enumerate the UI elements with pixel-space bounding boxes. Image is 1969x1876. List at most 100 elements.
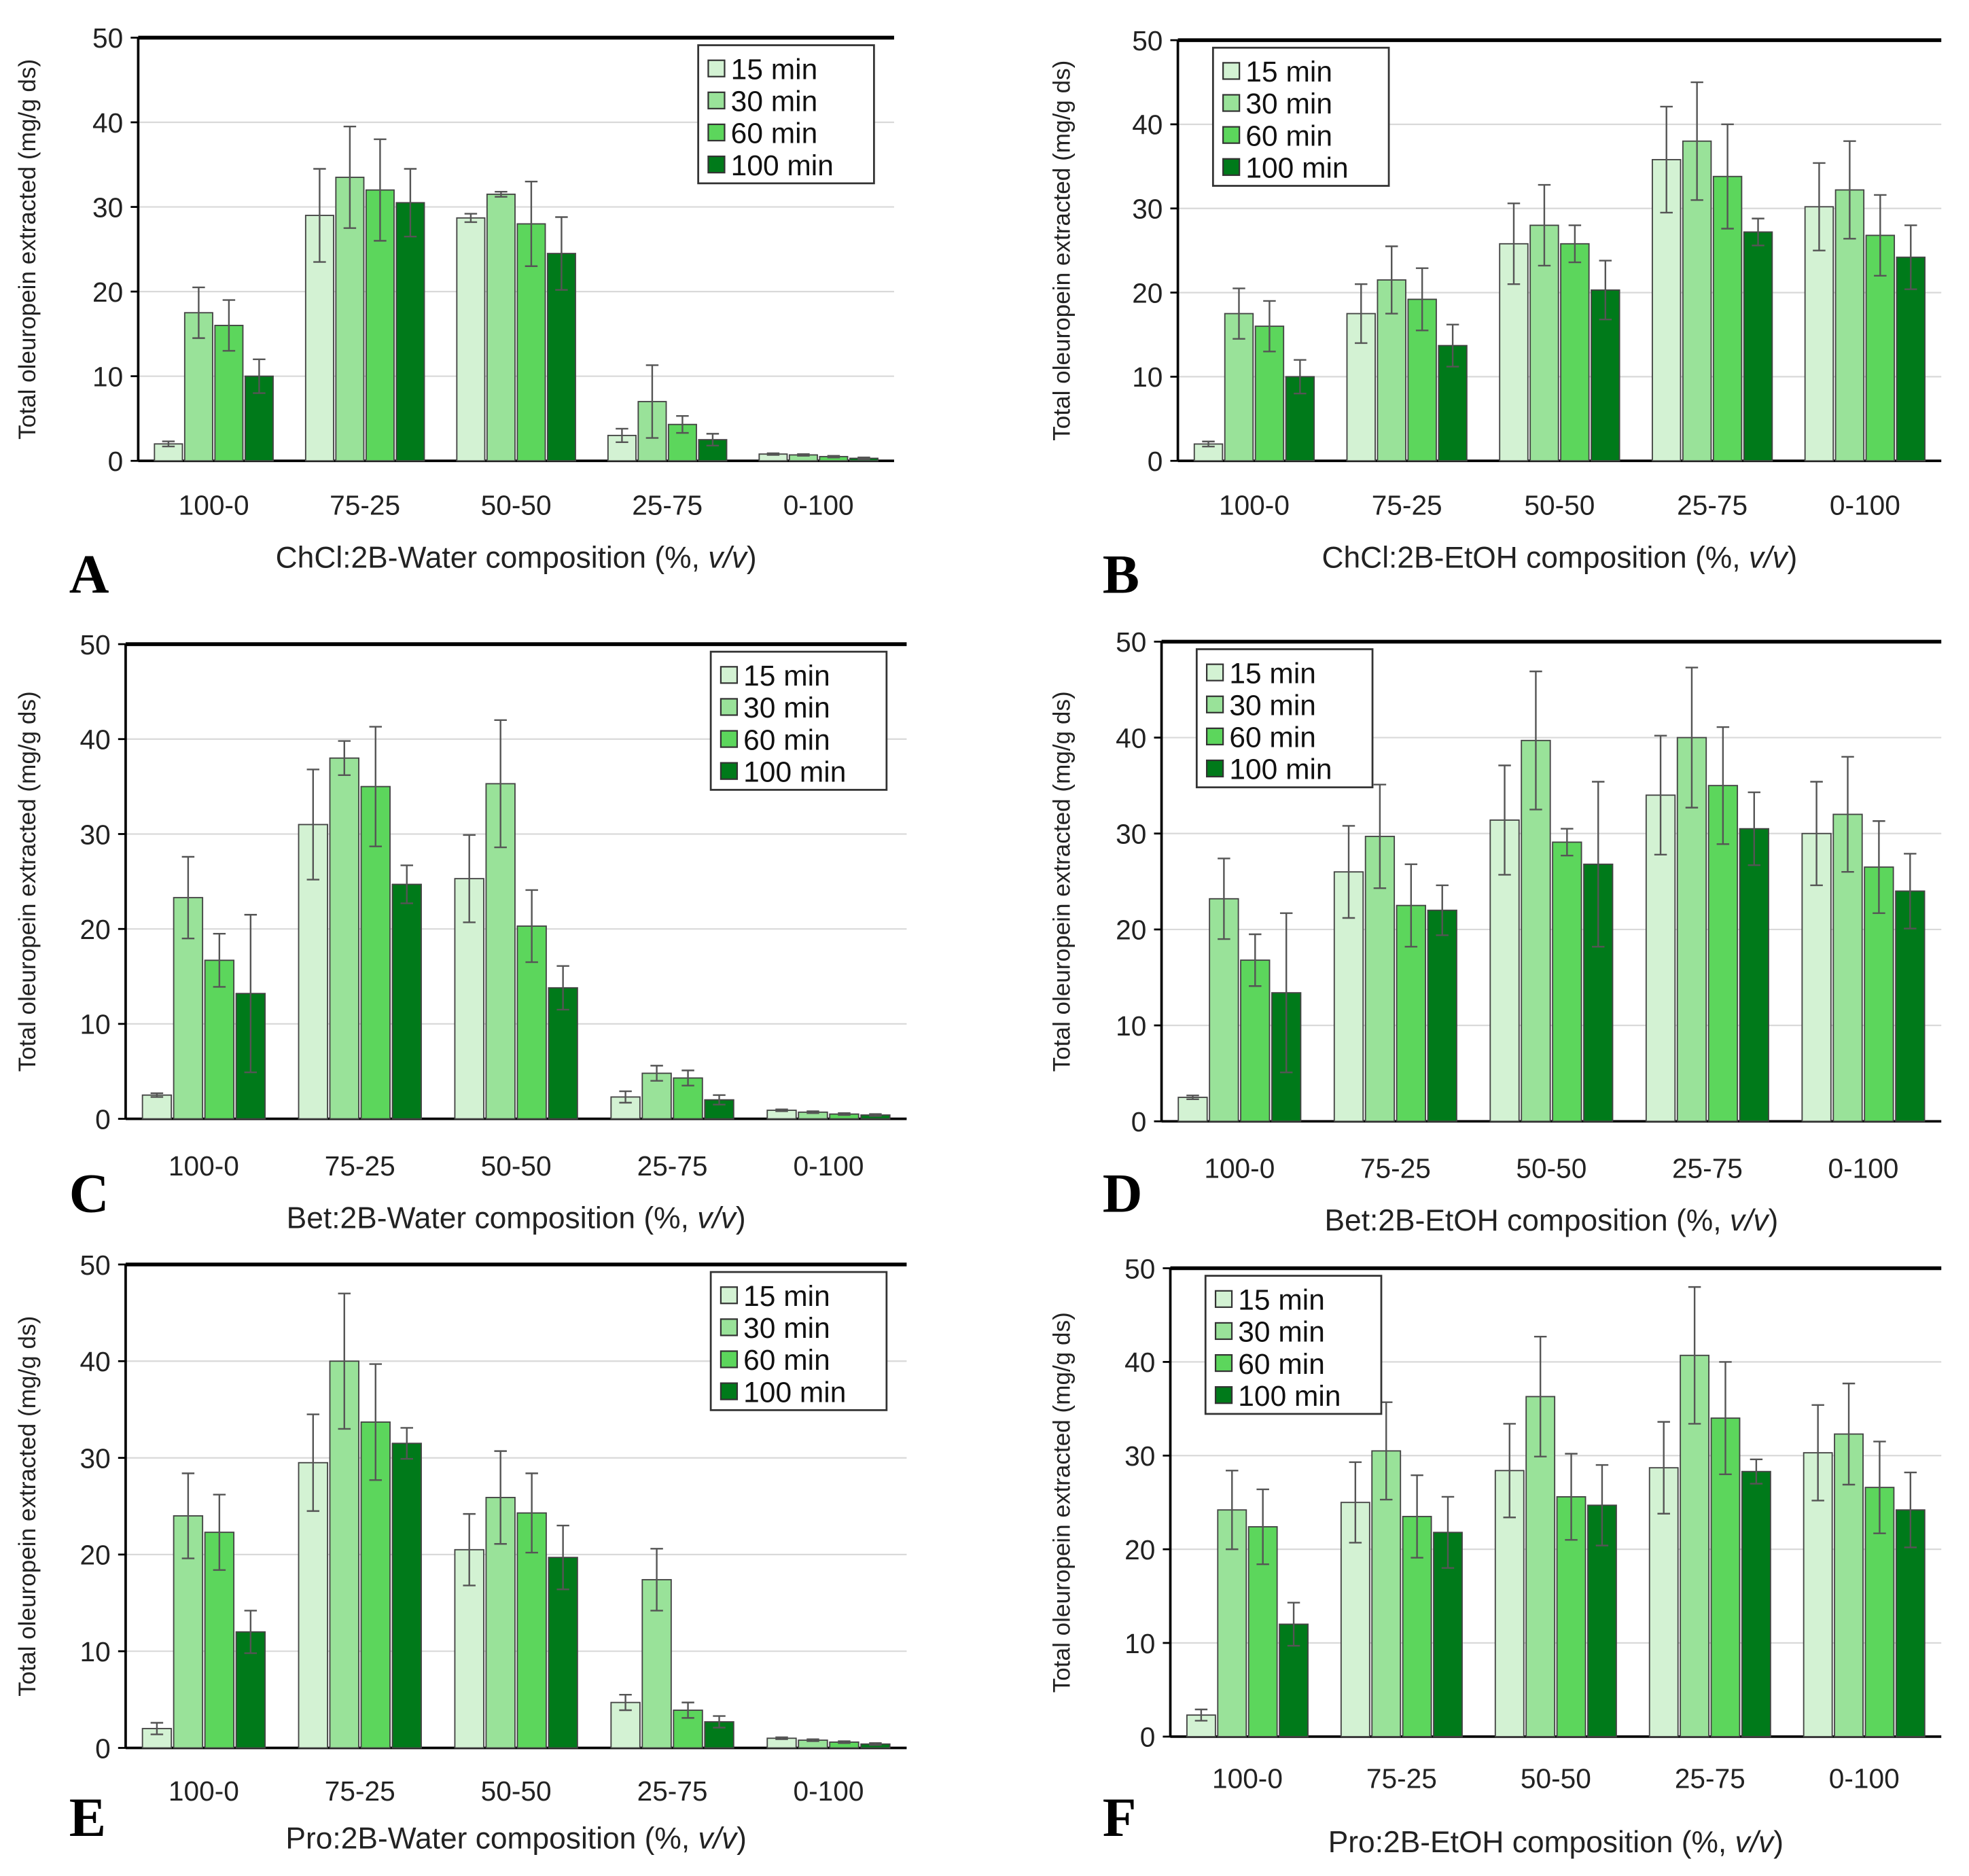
x-tick-label: 50-50	[481, 490, 552, 521]
bar-15-min-100-0	[1177, 1097, 1208, 1122]
y-tick-label: 20	[80, 914, 111, 945]
legend-label: 60 min	[743, 1345, 830, 1377]
y-tick-label: 10	[80, 1009, 111, 1040]
y-tick-label: 40	[1124, 1347, 1155, 1378]
y-tick-label: 10	[1132, 361, 1163, 393]
bar-60-min-50-50	[1560, 243, 1590, 462]
legend-box	[1204, 1275, 1383, 1415]
legend-label: 60 min	[1229, 722, 1316, 754]
x-label-end: )	[1788, 541, 1798, 574]
x-tick-label: 50-50	[481, 1775, 552, 1807]
legend-label: 60 min	[743, 724, 830, 756]
panel-letter: A	[69, 544, 109, 605]
y-tick-label: 0	[95, 1103, 111, 1135]
y-tick-label: 30	[1124, 1440, 1155, 1472]
bar-100-min-75-25	[395, 202, 425, 462]
y-tick-label: 10	[1124, 1628, 1155, 1659]
y-tick-label: 50	[1132, 25, 1163, 56]
x-tick-label: 100-0	[1212, 1763, 1283, 1794]
y-axis-label: Total oleuropein extracted (mg/g ds)	[14, 1316, 41, 1697]
panel-C: 0 10 20 30 40 50 100-0 75-25 50-50 25-75 0-100 Bet:…	[14, 629, 907, 1235]
panel-letter: E	[69, 1787, 106, 1848]
x-label-end: )	[747, 541, 757, 574]
panel-E: 0 10 20 30 40 50 100-0 75-25 50-50 25-75 0-100 Pro:…	[14, 1250, 907, 1855]
y-tick-label: 10	[92, 361, 123, 392]
x-tick-label: 0-100	[793, 1775, 864, 1807]
y-axis-label: Total oleuropein extracted (mg/g ds)	[1049, 1312, 1076, 1693]
bar-100-min-0-100	[1895, 890, 1926, 1122]
bar-100-min-25-75	[1743, 231, 1773, 462]
bar-60-min-100-0	[1240, 959, 1271, 1122]
legend-swatch	[1205, 727, 1224, 746]
x-tick-label: 75-25	[1366, 1763, 1437, 1794]
legend-label: 60 min	[1238, 1349, 1325, 1381]
bar-100-min-75-25	[1427, 909, 1457, 1122]
x-tick-label: 25-75	[1675, 1763, 1745, 1794]
x-tick-label: 100-0	[168, 1775, 239, 1807]
x-label-italic: v/v	[697, 1201, 737, 1235]
x-label-end: )	[736, 1201, 746, 1235]
y-tick-label: 50	[92, 22, 123, 54]
y-tick-label: 40	[80, 1346, 111, 1377]
y-tick-label: 20	[80, 1540, 111, 1571]
legend-label: 30 min	[1238, 1317, 1325, 1349]
x-label-italic: v/v	[698, 1822, 738, 1855]
x-tick-label: 25-75	[637, 1775, 708, 1807]
legend-label: 30 min	[1245, 88, 1332, 120]
legend-swatch	[1222, 126, 1241, 144]
y-tick-label: 10	[80, 1636, 111, 1667]
x-tick-label: 50-50	[1524, 490, 1595, 521]
x-tick-label: 0-100	[1829, 1763, 1900, 1794]
y-axis-label: Total oleuropein extracted (mg/g ds)	[14, 691, 41, 1072]
x-axis-label: Pro:2B-EtOH composition (%, v/v)	[1328, 1826, 1784, 1859]
legend-label: 15 min	[1229, 658, 1316, 690]
y-tick-label: 40	[1132, 109, 1163, 141]
y-tick-label: 10	[1116, 1010, 1146, 1042]
x-tick-label: 25-75	[1672, 1152, 1743, 1184]
y-tick-label: 20	[1116, 915, 1146, 946]
legend-swatch	[720, 666, 739, 684]
bar-100-min-75-25	[391, 883, 422, 1120]
legend-swatch	[707, 91, 726, 109]
legend-swatch	[720, 1350, 739, 1368]
x-label-end: )	[1773, 1826, 1784, 1859]
legend-swatch	[1214, 1322, 1233, 1341]
legend-label: 30 min	[1229, 690, 1316, 722]
x-label-main: Pro:2B-Water composition (%,	[285, 1822, 698, 1855]
legend-swatch	[707, 59, 726, 77]
bar-30-min-50-50	[486, 193, 516, 462]
legend-label: 100 min	[1229, 754, 1332, 786]
x-tick-label: 100-0	[179, 490, 249, 521]
x-tick-label: 100-0	[168, 1150, 239, 1182]
y-tick-label: 30	[1132, 194, 1163, 225]
legend-label: 100 min	[1238, 1381, 1341, 1413]
legend-label: 100 min	[743, 1377, 846, 1409]
bar-15-min-100-0	[154, 443, 183, 462]
x-tick-label: 75-25	[325, 1775, 395, 1807]
x-tick-label: 75-25	[1360, 1152, 1431, 1184]
legend-swatch	[720, 698, 739, 716]
legend-swatch	[1222, 158, 1241, 176]
x-axis-label: ChCl:2B-Water composition (%, v/v)	[276, 541, 757, 574]
legend-label: 60 min	[731, 118, 818, 150]
legend-label: 15 min	[1245, 56, 1332, 88]
legend-label: 100 min	[731, 150, 834, 182]
x-tick-label: 75-25	[1372, 490, 1442, 521]
y-axis-label: Total oleuropein extracted (mg/g ds)	[1049, 60, 1076, 441]
legend-label: 100 min	[743, 756, 846, 788]
legend-swatch	[1214, 1386, 1233, 1404]
y-tick-label: 40	[1116, 722, 1146, 754]
legend-label: 30 min	[731, 86, 818, 118]
bar-30-min-75-25	[329, 757, 359, 1120]
x-axis-label: Bet:2B-Water composition (%, v/v)	[287, 1201, 746, 1235]
legend-box	[709, 1271, 888, 1411]
legend-label: 60 min	[1245, 120, 1332, 152]
bar-100-min-25-75	[1739, 828, 1769, 1122]
x-tick-label: 50-50	[1521, 1763, 1591, 1794]
legend-swatch	[720, 730, 739, 748]
y-tick-label: 50	[80, 629, 111, 660]
